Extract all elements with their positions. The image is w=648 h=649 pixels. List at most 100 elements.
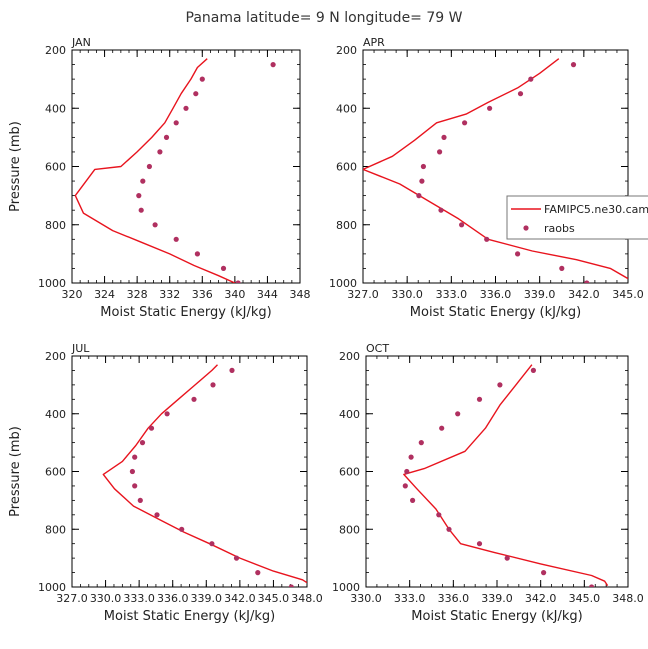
raobs-point — [455, 411, 461, 417]
model-line — [74, 58, 236, 283]
raobs-point — [139, 440, 146, 446]
raobs-point — [584, 280, 590, 283]
raobs-point — [541, 570, 547, 576]
raobs-point — [235, 280, 241, 283]
y-tick-label: 600 — [45, 161, 66, 174]
raobs-point — [416, 193, 422, 199]
raobs-point — [589, 584, 595, 587]
y-tick-label: 800 — [339, 523, 360, 536]
raobs-point — [437, 149, 443, 155]
legend: FAMIPC5.ne30.cam.h0.clim.TOT.nc raobs — [506, 195, 648, 240]
x-tick-label: 348.0 — [612, 592, 644, 605]
raobs-point — [229, 367, 235, 373]
raobs-point — [436, 512, 442, 518]
y-axis-label: Pressure (mb) — [8, 426, 23, 517]
y-tick-label: 1000 — [38, 277, 66, 290]
raobs-point — [446, 526, 452, 532]
raobs-point — [199, 76, 205, 82]
x-tick-label: 348.0 — [291, 592, 323, 605]
raobs-point — [148, 425, 155, 431]
raobs-point — [164, 411, 170, 417]
raobs-point — [140, 178, 146, 184]
raobs-point — [441, 134, 447, 140]
raobs-point — [402, 483, 408, 489]
raobs-point — [137, 497, 143, 503]
raobs-point — [517, 91, 524, 97]
y-tick-label: 1000 — [332, 581, 360, 594]
raobs-point — [132, 454, 138, 460]
y-tick-label: 200 — [336, 44, 357, 57]
x-tick-label: 339.0 — [191, 592, 223, 605]
series-group — [402, 364, 609, 587]
y-tick-label: 800 — [336, 219, 357, 232]
y-tick-label: 600 — [336, 161, 357, 174]
x-tick-label: 342.0 — [224, 592, 256, 605]
x-axis-label: Moist Static Energy (kJ/kg) — [411, 609, 582, 624]
raobs-point — [157, 149, 163, 155]
x-tick-label: 336.0 — [438, 592, 470, 605]
raobs-point — [418, 440, 424, 446]
y-tick-label: 400 — [45, 408, 66, 421]
y-tick-label: 200 — [45, 350, 66, 363]
raobs-point — [484, 236, 490, 242]
raobs-point — [154, 512, 160, 518]
x-tick-label: 344 — [257, 288, 278, 301]
panel-title: OCT — [366, 342, 389, 355]
x-axis-label: Moist Static Energy (kJ/kg) — [410, 305, 581, 320]
panel-title: JAN — [71, 36, 91, 49]
legend-label: raobs — [544, 222, 575, 235]
x-tick-label: 324 — [94, 288, 115, 301]
raobs-point — [173, 120, 179, 126]
legend-marker-swatch — [523, 225, 529, 231]
raobs-point — [146, 163, 152, 170]
x-tick-label: 328 — [127, 288, 148, 301]
raobs-point — [183, 105, 189, 111]
x-tick-label: 330.0 — [350, 592, 382, 605]
raobs-point — [504, 555, 510, 561]
raobs-point — [462, 120, 468, 126]
raobs-point — [132, 483, 138, 489]
raobs-point — [233, 555, 240, 561]
x-tick-label: 333.0 — [123, 592, 155, 605]
raobs-point — [173, 236, 179, 242]
raobs-point — [570, 62, 577, 68]
raobs-point — [220, 265, 227, 271]
y-tick-label: 400 — [339, 408, 360, 421]
x-axis-label: Moist Static Energy (kJ/kg) — [100, 305, 271, 320]
model-line — [363, 58, 628, 280]
raobs-point — [497, 382, 503, 388]
x-tick-label: 348 — [290, 288, 311, 301]
panel-title: JUL — [71, 342, 90, 355]
y-tick-label: 200 — [339, 350, 360, 363]
raobs-point — [288, 584, 294, 587]
y-tick-label: 1000 — [38, 581, 66, 594]
raobs-point — [270, 62, 276, 68]
panel-title: APR — [363, 36, 385, 49]
legend-box — [506, 195, 648, 240]
raobs-point — [476, 541, 483, 547]
plot-frame — [71, 49, 301, 284]
x-tick-label: 340 — [224, 288, 245, 301]
raobs-point — [191, 396, 197, 402]
y-tick-label: 800 — [45, 523, 66, 536]
raobs-point — [163, 134, 170, 140]
legend-label: FAMIPC5.ne30.cam.h0.clim.TOT.nc — [544, 203, 648, 216]
chart-panel-3: OCT 330.0 333.0 336.0 339.0 342.0 345.0 348.0 20… — [332, 342, 644, 624]
raobs-point — [210, 382, 216, 388]
raobs-point — [152, 222, 158, 228]
plot-frame — [362, 49, 629, 284]
y-tick-label: 400 — [336, 102, 357, 115]
raobs-point — [476, 396, 483, 402]
chart-panel-2: JUL 327.0 330.0 333.0 336.0 339.0 342.0 345.0 34… — [8, 342, 323, 624]
y-axis-label: Pressure (mb) — [8, 121, 23, 212]
model-line — [102, 364, 307, 584]
y-tick-label: 600 — [339, 466, 360, 479]
y-tick-label: 400 — [45, 102, 66, 115]
x-tick-label: 339.0 — [524, 288, 556, 301]
y-tick-label: 1000 — [329, 277, 357, 290]
raobs-point — [528, 76, 534, 82]
raobs-point — [438, 207, 444, 213]
x-tick-label: 332 — [159, 288, 180, 301]
x-tick-label: 342.0 — [568, 288, 600, 301]
raobs-point — [255, 570, 261, 576]
